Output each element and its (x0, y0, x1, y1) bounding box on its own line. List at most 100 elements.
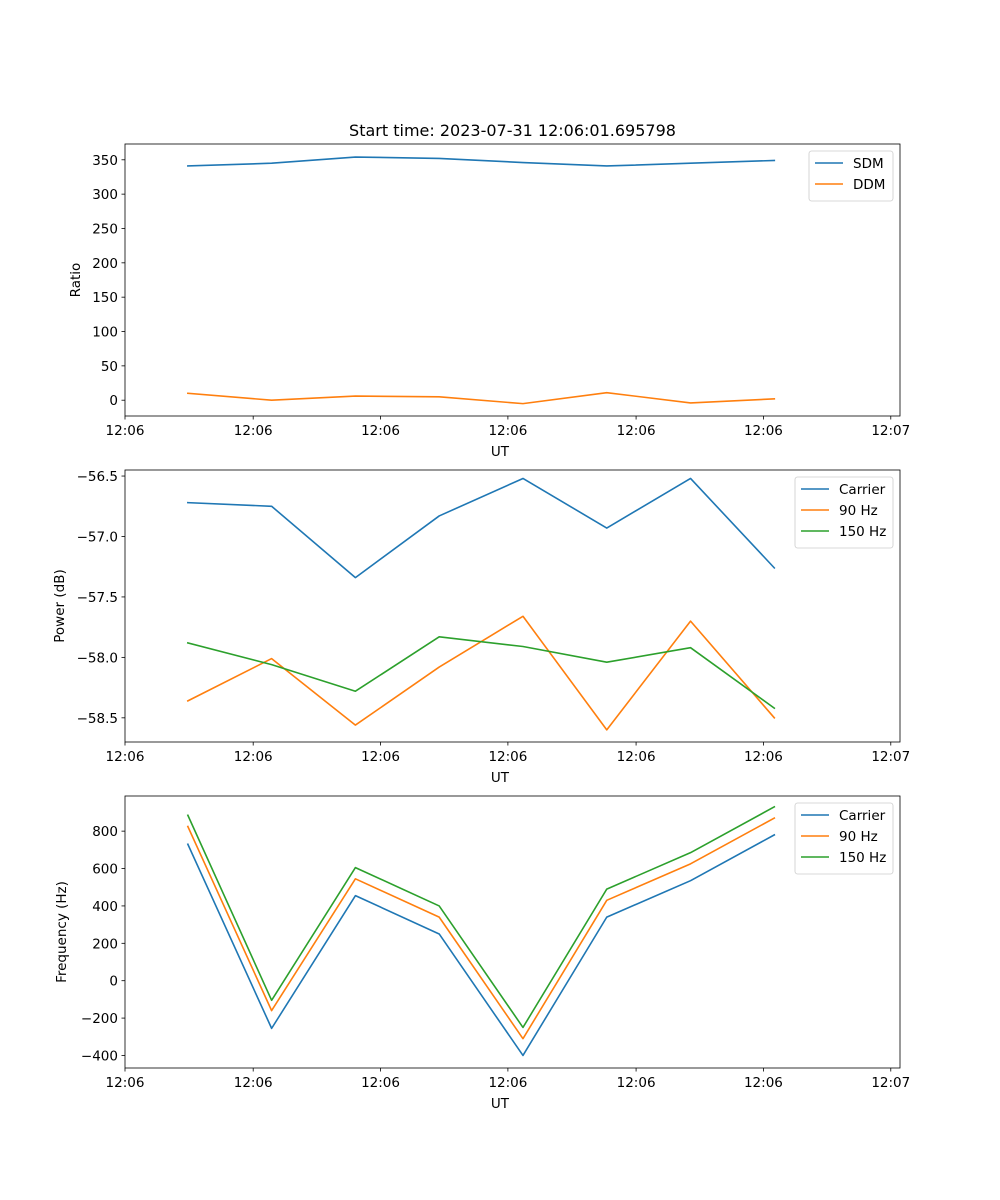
data-point-carrier-2 (353, 894, 357, 898)
data-point-sdm-5 (605, 164, 609, 168)
legend-label: 90 Hz (839, 503, 878, 519)
data-point-150-hz-7 (772, 706, 776, 710)
y-tick-label: 0 (109, 974, 118, 990)
data-point-carrier-0 (186, 842, 190, 846)
y-tick-label: 600 (92, 862, 118, 878)
x-tick-label: 12:06 (361, 749, 400, 765)
legend-label: 90 Hz (839, 829, 878, 845)
data-point-90-hz-7 (772, 716, 776, 720)
legend-label: 150 Hz (839, 850, 886, 866)
x-axis-label: UT (491, 770, 510, 786)
data-point-150-hz-0 (186, 641, 190, 645)
y-axis-label: Ratio (68, 263, 84, 298)
data-point-carrier-3 (437, 932, 441, 936)
x-tick-label: 12:06 (106, 423, 145, 439)
x-tick-label: 12:06 (744, 749, 783, 765)
y-tick-label: 250 (92, 221, 118, 237)
data-point-ddm-7 (772, 397, 776, 401)
y-tick-label: −56.5 (77, 469, 118, 485)
data-point-sdm-3 (437, 156, 441, 160)
data-point-150-hz-6 (689, 851, 693, 855)
series-line-90-hz (186, 816, 776, 1040)
data-point-150-hz-7 (772, 805, 776, 809)
x-tick-label: 12:06 (744, 1075, 783, 1091)
x-tick-label: 12:06 (744, 423, 783, 439)
x-tick-label: 12:06 (234, 423, 273, 439)
data-point-sdm-2 (353, 155, 357, 159)
x-axis-label: UT (491, 1096, 510, 1112)
x-tick-label: 12:06 (488, 423, 527, 439)
data-point-90-hz-2 (353, 877, 357, 881)
series-line-ddm (186, 391, 776, 405)
data-point-sdm-4 (521, 161, 525, 165)
panel-2: 12:06 12:06 12:06 12:06 12:06 12:06 12:07 −56.5… (52, 469, 910, 786)
y-tick-label: 200 (92, 256, 118, 272)
data-point-150-hz-0 (186, 813, 190, 817)
data-point-carrier-1 (270, 504, 274, 508)
x-tick-label: 12:07 (871, 749, 910, 765)
figure-title: Start time: 2023-07-31 12:06:01.695798 (349, 121, 676, 140)
data-point-150-hz-5 (605, 660, 609, 664)
x-tick-label: 12:06 (106, 1075, 145, 1091)
data-point-carrier-4 (521, 1053, 525, 1057)
y-tick-label: 350 (92, 153, 118, 169)
data-point-90-hz-3 (437, 665, 441, 669)
x-tick-label: 12:06 (617, 749, 656, 765)
y-tick-label: −58.0 (77, 650, 118, 666)
axes-frame (124, 469, 901, 743)
data-point-90-hz-6 (689, 862, 693, 866)
y-tick-label: 800 (92, 824, 118, 840)
x-tick-label: 12:06 (488, 749, 527, 765)
series-line-150-hz (186, 636, 776, 710)
x-tick-label: 12:06 (234, 1075, 273, 1091)
axes-frame (124, 795, 901, 1069)
data-point-ddm-5 (605, 391, 609, 395)
legend-label: Carrier (839, 808, 886, 824)
panel-1: 12:06 12:06 12:06 12:06 12:06 12:06 12:07 0 50 10… (68, 143, 910, 460)
y-tick-label: −200 (81, 1011, 118, 1027)
data-point-carrier-5 (605, 526, 609, 530)
y-tick-label: 400 (92, 899, 118, 915)
data-point-90-hz-6 (689, 619, 693, 623)
data-point-150-hz-5 (605, 887, 609, 891)
y-tick-label: 200 (92, 936, 118, 952)
data-point-ddm-0 (186, 391, 190, 395)
y-tick-label: 300 (92, 187, 118, 203)
y-tick-label: 0 (109, 393, 118, 409)
series-line-carrier (186, 833, 776, 1057)
data-point-150-hz-1 (270, 663, 274, 667)
data-point-carrier-5 (605, 915, 609, 919)
data-point-ddm-1 (270, 398, 274, 402)
data-point-90-hz-7 (772, 816, 776, 820)
x-tick-label: 12:06 (361, 423, 400, 439)
data-point-carrier-6 (689, 476, 693, 480)
data-point-sdm-7 (772, 158, 776, 162)
legend: Carrier 90 Hz 150 Hz (794, 476, 894, 549)
data-point-ddm-3 (437, 395, 441, 399)
axes-frame (124, 143, 901, 417)
data-point-90-hz-5 (605, 898, 609, 902)
data-point-150-hz-3 (437, 635, 441, 639)
data-point-sdm-1 (270, 161, 274, 165)
x-tick-label: 12:06 (617, 1075, 656, 1091)
data-point-150-hz-4 (521, 645, 525, 649)
x-tick-label: 12:07 (871, 1075, 910, 1091)
y-tick-label: 50 (101, 359, 118, 375)
data-point-carrier-3 (437, 514, 441, 518)
data-point-90-hz-3 (437, 915, 441, 919)
y-tick-label: 100 (92, 325, 118, 341)
series-line-150-hz (186, 805, 776, 1029)
y-tick-label: −400 (81, 1048, 118, 1064)
x-tick-label: 12:07 (871, 423, 910, 439)
data-point-90-hz-4 (521, 614, 525, 618)
x-tick-label: 12:06 (234, 749, 273, 765)
legend: SDM DDM (808, 150, 894, 202)
legend-label: 150 Hz (839, 524, 886, 540)
series-line-carrier (187, 477, 776, 579)
legend-label: Carrier (839, 482, 886, 498)
data-point-150-hz-2 (353, 866, 357, 870)
x-tick-label: 12:06 (106, 749, 145, 765)
y-axis-label: Frequency (Hz) (54, 881, 70, 983)
data-point-90-hz-1 (270, 657, 274, 661)
